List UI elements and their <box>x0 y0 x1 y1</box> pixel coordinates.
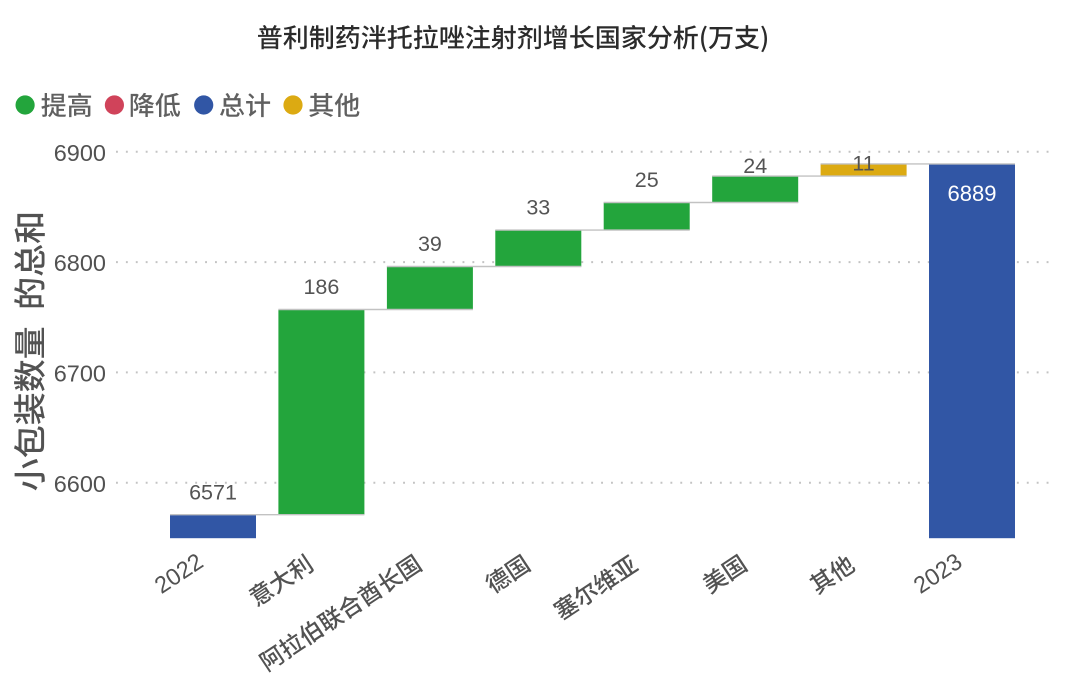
svg-text:6900: 6900 <box>54 140 106 166</box>
svg-text:25: 25 <box>635 168 659 192</box>
svg-text:6700: 6700 <box>54 361 106 387</box>
svg-text:186: 186 <box>303 275 339 299</box>
svg-text:6600: 6600 <box>54 471 106 497</box>
svg-text:6800: 6800 <box>54 250 106 276</box>
svg-text:33: 33 <box>526 196 550 220</box>
svg-text:6889: 6889 <box>948 181 997 206</box>
svg-text:11: 11 <box>852 152 874 176</box>
svg-text:39: 39 <box>418 232 442 256</box>
svg-text:6571: 6571 <box>189 480 237 504</box>
svg-text:24: 24 <box>743 154 767 178</box>
